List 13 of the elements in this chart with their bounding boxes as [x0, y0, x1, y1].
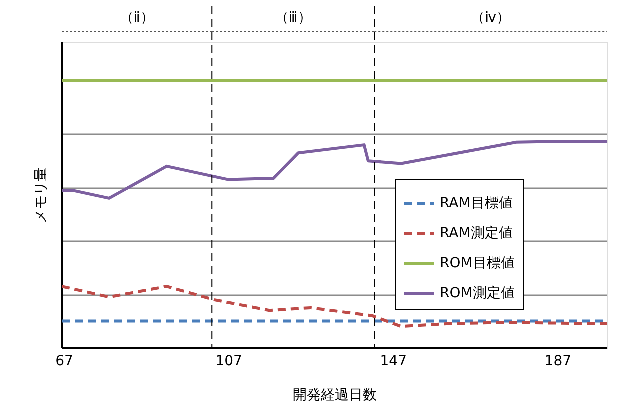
- legend-label: ROM測定値: [440, 286, 515, 302]
- x-tick-label: 107: [216, 354, 242, 370]
- legend-label: RAM目標値: [440, 196, 513, 212]
- x-tick-label: 67: [56, 354, 74, 370]
- text: （ⅳ）: [471, 10, 510, 26]
- legend-label: ROM目標値: [440, 256, 515, 272]
- y-axis-title: メモリ量: [34, 168, 50, 224]
- x-axis-title: 開発経過日数: [293, 388, 377, 404]
- x-tick-label: 147: [380, 354, 407, 370]
- text: （ⅱ）: [120, 10, 154, 26]
- legend-label: RAM測定値: [440, 226, 513, 242]
- x-tick-label: 187: [544, 354, 572, 370]
- text: （ⅲ）: [274, 10, 312, 26]
